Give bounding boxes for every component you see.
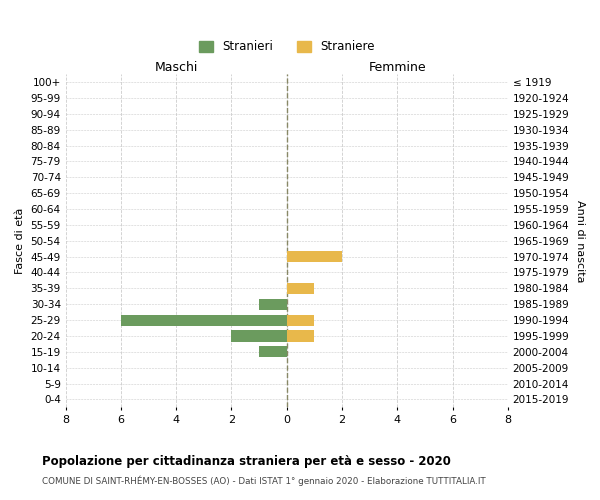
Y-axis label: Anni di nascita: Anni di nascita [575,200,585,282]
Bar [287,251,342,262]
Text: Femmine: Femmine [368,61,426,74]
Bar [287,283,314,294]
Legend: Stranieri, Straniere: Stranieri, Straniere [195,36,379,57]
Text: Popolazione per cittadinanza straniera per età e sesso - 2020: Popolazione per cittadinanza straniera p… [42,455,451,468]
Bar [287,330,314,342]
Text: COMUNE DI SAINT-RHÉMY-EN-BOSSES (AO) - Dati ISTAT 1° gennaio 2020 - Elaborazione: COMUNE DI SAINT-RHÉMY-EN-BOSSES (AO) - D… [42,475,486,486]
Bar [287,314,314,326]
Bar [259,346,287,358]
Y-axis label: Fasce di età: Fasce di età [15,208,25,274]
Text: Maschi: Maschi [155,61,198,74]
Bar [121,314,287,326]
Bar [259,298,287,310]
Bar [232,330,287,342]
